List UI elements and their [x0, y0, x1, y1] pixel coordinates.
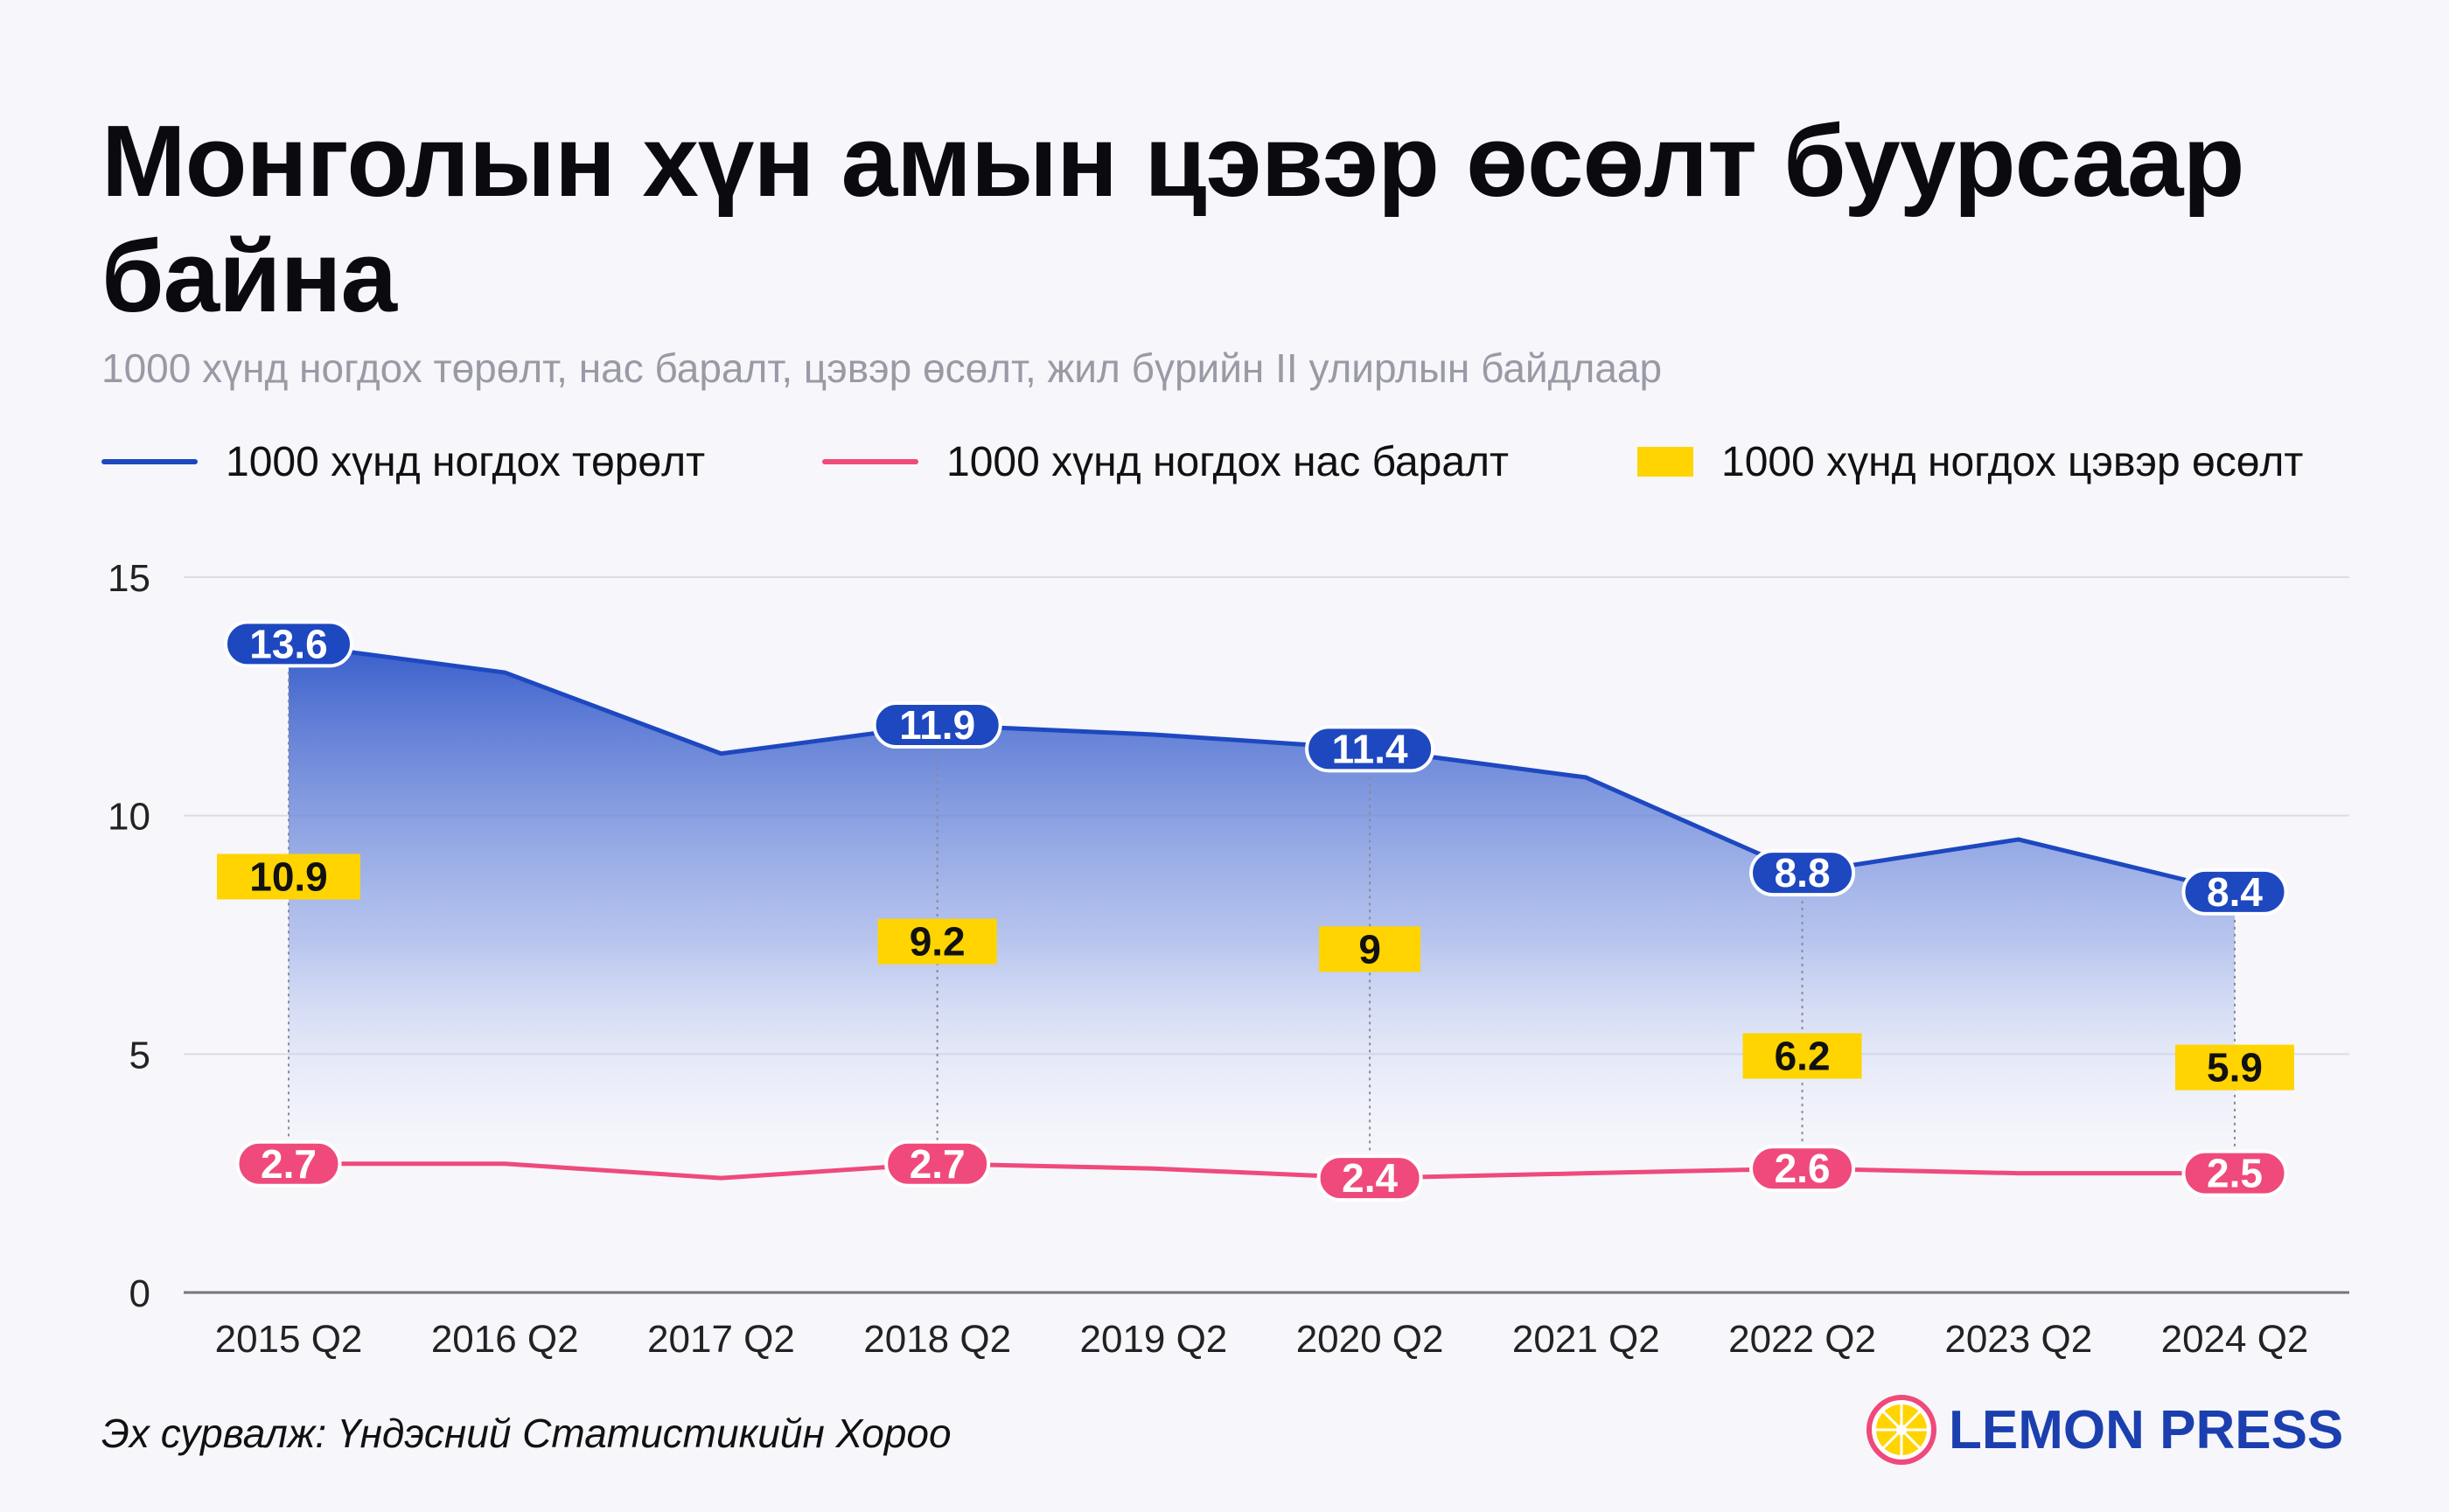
deaths-data-label-text: 2.6 [1775, 1146, 1831, 1191]
deaths-data-label-text: 2.7 [910, 1141, 966, 1187]
x-tick-label: 2022 Q2 [1728, 1318, 1876, 1361]
chart-subtitle: 1000 хүнд ногдох төрөлт, нас баралт, цэв… [101, 345, 1663, 391]
deaths-data-label: 2.7 [884, 1139, 991, 1188]
y-tick-label: 10 [108, 796, 150, 839]
births-data-label-bg [872, 701, 1002, 749]
births-data-label: 8.4 [2181, 867, 2288, 916]
deaths-data-label-bg [884, 1139, 991, 1188]
chart-legend: 1000 хүнд ногдох төрөлт 1000 хүнд ногдох… [101, 435, 2349, 488]
net-growth-box [217, 854, 360, 900]
x-tick-label: 2016 Q2 [431, 1318, 579, 1361]
page-title: Монголын хүн амын цэвэр өсөлт буурсаар б… [101, 104, 2244, 334]
deaths-data-label: 2.6 [1749, 1145, 1856, 1193]
net-growth-text: 9.2 [910, 919, 966, 965]
deaths-data-label: 2.5 [2181, 1149, 2288, 1197]
net-growth-text: 5.9 [2207, 1045, 2263, 1090]
x-tick-label: 2021 Q2 [1512, 1318, 1660, 1361]
x-tick-label: 2019 Q2 [1079, 1318, 1227, 1361]
net-growth-text: 10.9 [249, 854, 328, 899]
x-tick-label: 2020 Q2 [1296, 1318, 1444, 1361]
source-note: Эх сурвалж: Үндэсний Статистикийн Хороо [101, 1411, 952, 1456]
births-area [289, 644, 2235, 1179]
births-data-label: 8.8 [1749, 849, 1856, 897]
deaths-data-label-bg [1749, 1145, 1856, 1193]
net-growth-text: 6.2 [1775, 1034, 1831, 1079]
y-tick-label: 5 [129, 1034, 150, 1077]
net-growth-box [1319, 926, 1421, 972]
deaths-data-label-text: 2.4 [1342, 1155, 1398, 1201]
y-tick-label: 0 [129, 1272, 150, 1315]
x-tick-label: 2017 Q2 [647, 1318, 795, 1361]
net-growth-box [877, 918, 997, 965]
net-growth-label: 6.2 [1742, 1033, 1862, 1079]
net-growth-label: 9 [1319, 926, 1421, 972]
x-tick-label: 2018 Q2 [863, 1318, 1011, 1361]
births-data-label: 11.4 [1305, 725, 1435, 773]
x-tick-label: 2015 Q2 [215, 1318, 363, 1361]
lemon-slice-icon [1866, 1395, 1936, 1465]
net-growth-text: 9 [1358, 926, 1381, 972]
net-growth-label: 10.9 [217, 854, 360, 900]
deaths-data-label-bg [2181, 1149, 2288, 1197]
legend-item-deaths: 1000 хүнд ногдох нас баралт [822, 435, 1509, 488]
births-data-label: 13.6 [224, 620, 353, 668]
brand-name: LEMON PRESS [1949, 1399, 2344, 1460]
births-data-label-bg [2181, 867, 2288, 916]
births-data-label-bg [224, 620, 353, 668]
births-data-label-bg [1749, 849, 1856, 897]
net-growth-label: 5.9 [2175, 1044, 2294, 1090]
deaths-data-label-bg [235, 1139, 342, 1188]
legend-item-births: 1000 хүнд ногдох төрөлт [101, 435, 705, 488]
births-line [288, 641, 2236, 895]
legend-label-births: 1000 хүнд ногдох төрөлт [226, 438, 706, 485]
deaths-data-label: 2.7 [235, 1139, 342, 1188]
net-growth-label: 9.2 [877, 918, 997, 965]
births-data-label-text: 8.4 [2207, 869, 2263, 915]
y-tick-label: 15 [108, 557, 150, 600]
legend-item-net-growth: 1000 хүнд ногдох цэвэр өсөлт [1637, 435, 2303, 488]
legend-swatch-deaths [822, 459, 918, 464]
legend-swatch-births [101, 459, 198, 464]
births-data-label-text: 8.8 [1775, 850, 1831, 895]
legend-label-net-growth: 1000 хүнд ногдох цэвэр өсөлт [1721, 438, 2304, 485]
births-data-label-text: 11.4 [1332, 726, 1408, 771]
births-data-label-text: 13.6 [249, 621, 328, 666]
deaths-data-label-bg [1316, 1154, 1423, 1202]
x-tick-label: 2024 Q2 [2161, 1318, 2309, 1361]
births-data-label: 11.9 [872, 701, 1002, 749]
legend-swatch-net-growth [1637, 447, 1693, 477]
net-growth-box [2175, 1044, 2294, 1090]
x-tick-label: 2023 Q2 [1944, 1318, 2092, 1361]
deaths-data-label: 2.4 [1316, 1154, 1423, 1202]
births-data-label-bg [1305, 725, 1435, 773]
net-growth-box [1742, 1033, 1862, 1079]
deaths-data-label-text: 2.5 [2207, 1151, 2263, 1196]
deaths-line [289, 1161, 2235, 1181]
legend-label-deaths: 1000 хүнд ногдох нас баралт [946, 438, 1510, 485]
births-data-label-text: 11.9 [899, 702, 975, 748]
brand-logo: LEMON PRESS [1866, 1390, 2343, 1469]
deaths-data-label-text: 2.7 [261, 1141, 317, 1187]
